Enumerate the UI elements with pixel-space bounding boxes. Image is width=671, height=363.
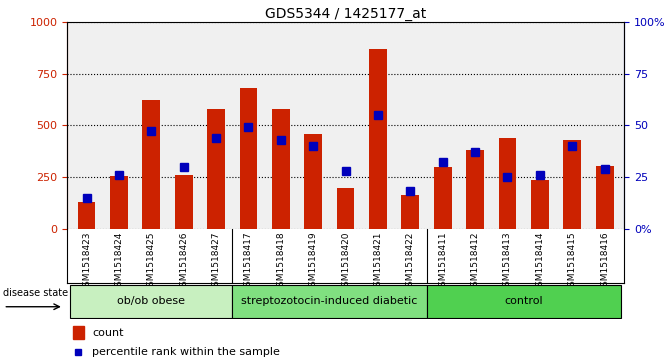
- Bar: [466, 150, 484, 229]
- Bar: [110, 176, 127, 229]
- Bar: [72, 326, 84, 339]
- Text: GSM1518415: GSM1518415: [568, 232, 576, 292]
- Bar: [304, 134, 322, 229]
- Bar: [142, 101, 160, 229]
- Text: GSM1518418: GSM1518418: [276, 232, 285, 292]
- Bar: [499, 138, 517, 229]
- Text: count: count: [92, 327, 123, 338]
- Text: GSM1518417: GSM1518417: [244, 232, 253, 292]
- Text: GSM1518424: GSM1518424: [115, 232, 123, 292]
- FancyBboxPatch shape: [70, 285, 232, 318]
- Text: GSM1518421: GSM1518421: [374, 232, 382, 292]
- Text: GSM1518423: GSM1518423: [82, 232, 91, 292]
- Bar: [596, 166, 613, 229]
- Bar: [240, 88, 258, 229]
- Bar: [272, 109, 290, 229]
- Bar: [531, 180, 549, 229]
- Text: GSM1518419: GSM1518419: [309, 232, 317, 292]
- Text: GSM1518426: GSM1518426: [179, 232, 188, 292]
- Bar: [401, 195, 419, 229]
- Text: ob/ob obese: ob/ob obese: [117, 296, 185, 306]
- Text: GSM1518414: GSM1518414: [535, 232, 544, 292]
- Bar: [369, 49, 387, 229]
- Text: GSM1518413: GSM1518413: [503, 232, 512, 292]
- Text: GSM1518422: GSM1518422: [406, 232, 415, 292]
- Text: disease state: disease state: [3, 288, 68, 298]
- Bar: [207, 109, 225, 229]
- Text: GSM1518411: GSM1518411: [438, 232, 447, 292]
- Text: GSM1518427: GSM1518427: [211, 232, 221, 292]
- Bar: [433, 167, 452, 229]
- FancyBboxPatch shape: [232, 285, 427, 318]
- Text: GSM1518412: GSM1518412: [470, 232, 480, 292]
- Text: GSM1518416: GSM1518416: [600, 232, 609, 292]
- Bar: [337, 188, 354, 229]
- Text: percentile rank within the sample: percentile rank within the sample: [92, 347, 280, 357]
- Text: streptozotocin-induced diabetic: streptozotocin-induced diabetic: [241, 296, 417, 306]
- Bar: [564, 140, 581, 229]
- Text: control: control: [505, 296, 543, 306]
- FancyBboxPatch shape: [427, 285, 621, 318]
- Title: GDS5344 / 1425177_at: GDS5344 / 1425177_at: [265, 7, 426, 21]
- Bar: [78, 202, 95, 229]
- Text: GSM1518420: GSM1518420: [341, 232, 350, 292]
- Text: GSM1518425: GSM1518425: [147, 232, 156, 292]
- Bar: [174, 175, 193, 229]
